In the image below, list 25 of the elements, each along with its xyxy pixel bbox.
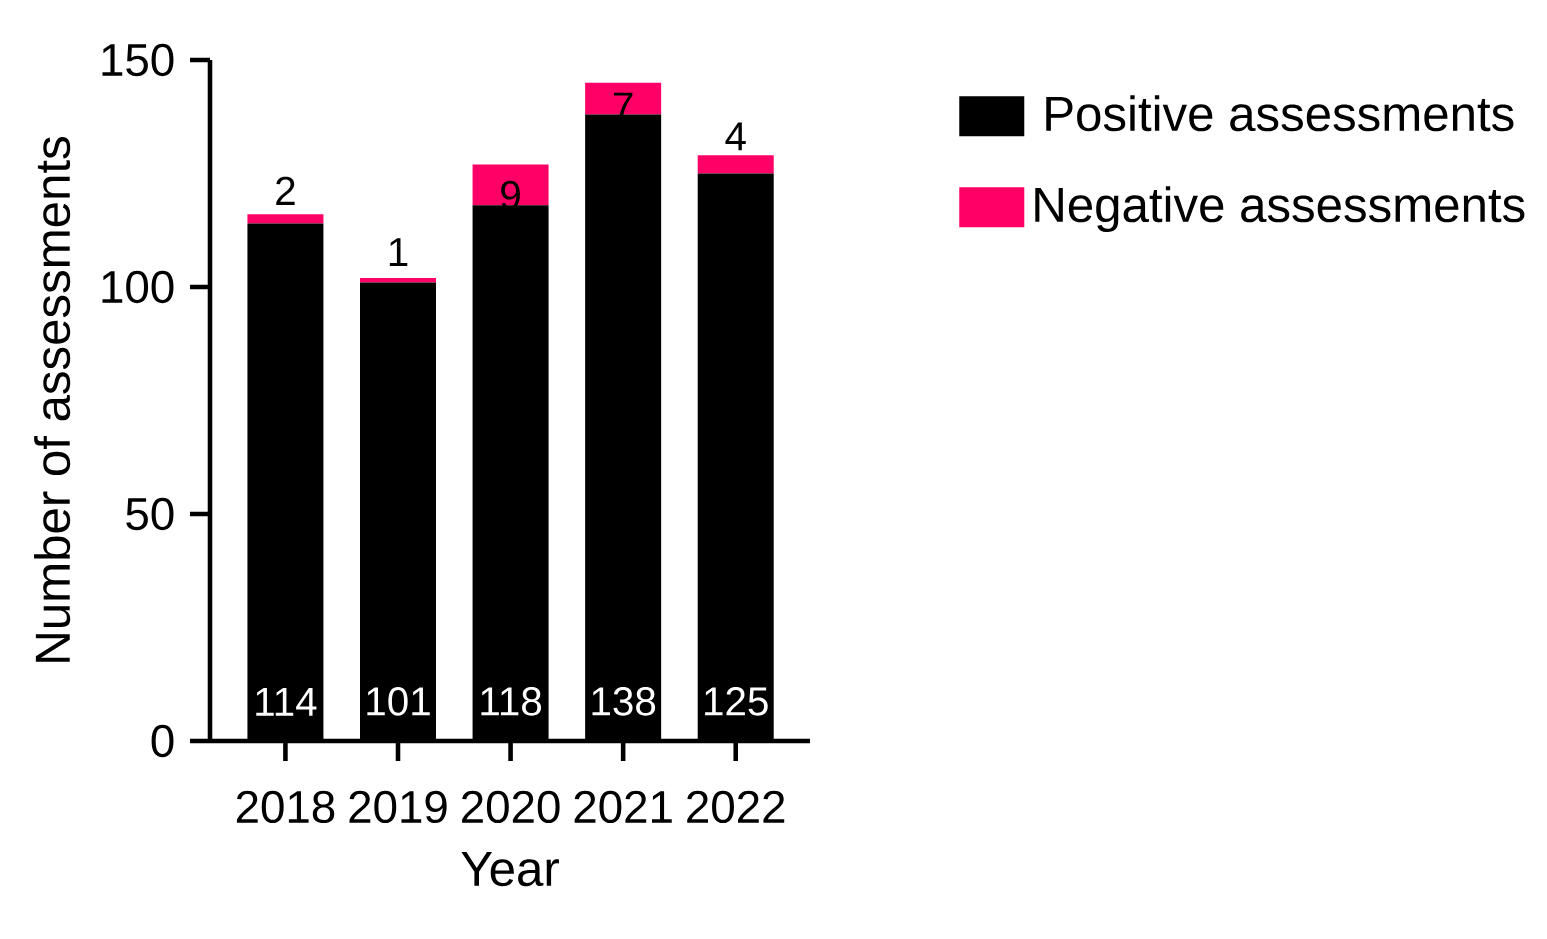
legend-label: Positive assessments — [1046, 95, 1514, 132]
x-tick-label: 2018 — [236, 790, 335, 824]
y-axis-title: Number of assessments — [34, 137, 71, 662]
x-tick-label: 2022 — [687, 790, 785, 824]
data-label: 114 — [256, 687, 317, 716]
data-label: 4 — [725, 122, 746, 151]
x-tick-label: 2020 — [462, 790, 560, 824]
y-tick-label: 100 — [102, 270, 174, 304]
bar — [585, 82, 662, 115]
x-tick-label: 2019 — [349, 790, 447, 824]
bar — [247, 214, 324, 224]
data-label: 125 — [705, 687, 768, 716]
data-label: 101 — [367, 687, 430, 716]
y-tick-label: 0 — [151, 724, 174, 758]
x-tick-label: 2021 — [574, 790, 672, 824]
y-tick-label: 150 — [102, 43, 174, 77]
data-label: 1 — [389, 238, 408, 266]
legend-label: Negative assessments — [1035, 186, 1525, 233]
data-label: 138 — [592, 687, 656, 716]
data-label: 2 — [276, 176, 295, 205]
y-tick-label: 50 — [126, 497, 174, 531]
x-axis-title: Year — [461, 851, 559, 887]
data-label: 118 — [481, 687, 542, 716]
bar — [697, 155, 774, 174]
bar — [472, 164, 549, 206]
